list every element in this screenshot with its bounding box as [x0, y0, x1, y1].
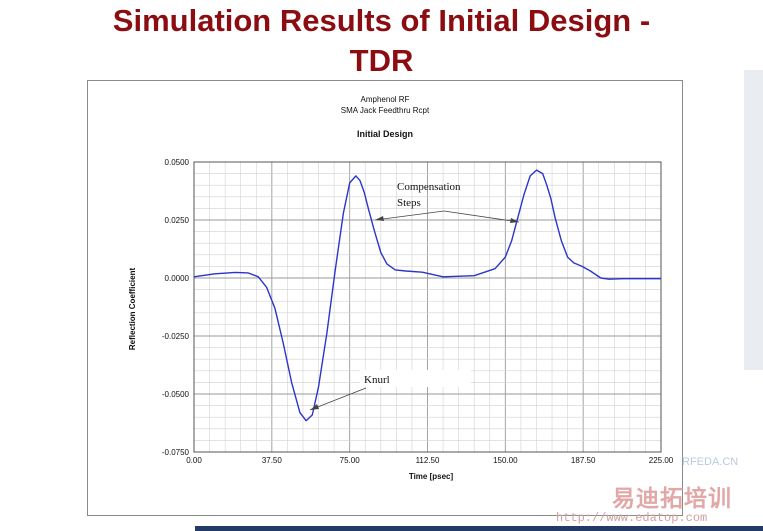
knurl-arrow — [309, 387, 367, 411]
x-axis-label: Time [psec] — [409, 472, 454, 481]
tdr-chart: Amphenol RF SMA Jack Feedthru Rcpt Initi… — [128, 95, 674, 481]
y-axis-label: Reflection Coefficient — [128, 268, 137, 351]
x-tick-label: 0.00 — [186, 456, 202, 465]
x-tick-label: 225.00 — [649, 456, 674, 465]
compensation-arrowhead-right — [510, 218, 519, 223]
y-tick-label: 0.0250 — [165, 216, 190, 225]
slide-title-line1: Simulation Results of Initial Design - — [112, 3, 651, 38]
chart-panel: Amphenol RF SMA Jack Feedthru Rcpt Initi… — [87, 80, 683, 516]
x-tick-label: 150.00 — [493, 456, 518, 465]
knurl-label: Knurl — [364, 374, 390, 386]
watermark-url: http://www.edatop.com — [556, 511, 708, 525]
x-tick-label: 75.00 — [340, 456, 361, 465]
compensation-arrowhead-left — [375, 216, 384, 221]
compensation-label-line1: Compensation — [397, 181, 461, 193]
plot-area — [193, 161, 662, 453]
slide-bottom-bar — [195, 526, 763, 531]
watermark-domain: RFEDA.CN — [682, 456, 739, 468]
tdr-series-line — [193, 169, 661, 422]
compensation-arrow-right — [443, 210, 520, 223]
x-tick-label: 37.50 — [262, 456, 283, 465]
y-tick-label: 0.0000 — [165, 274, 190, 283]
knurl-arrowhead — [310, 404, 319, 410]
x-tick-label: 112.50 — [416, 456, 440, 465]
chart-title: Initial Design — [357, 129, 413, 139]
slide-title-line2: TDR — [349, 43, 414, 78]
annotations: Compensation Steps Knurl — [309, 181, 520, 411]
compensation-label-line2: Steps — [397, 197, 421, 209]
knurl-label-bg — [360, 370, 471, 387]
y-tick-label: -0.0750 — [162, 448, 190, 457]
side-decoration — [744, 70, 763, 370]
compensation-arrow-left — [374, 210, 445, 221]
y-tick-label: -0.0250 — [162, 332, 190, 341]
x-tick-label: 187.50 — [571, 456, 596, 465]
watermark-brand: 易迪拓培训 — [612, 485, 732, 511]
y-tick-label: -0.0500 — [162, 390, 190, 399]
chart-header-line1: Amphenol RF — [361, 95, 410, 104]
chart-header-line2: SMA Jack Feedthru Rcpt — [341, 106, 430, 115]
y-tick-label: 0.0500 — [165, 158, 190, 167]
